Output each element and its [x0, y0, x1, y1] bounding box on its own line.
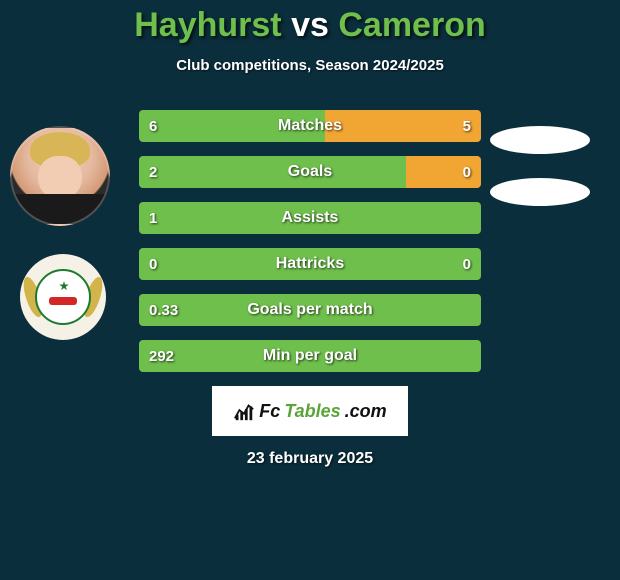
- stat-row: 00Hattricks: [139, 248, 481, 280]
- stat-comparison-chart: 65Matches 20Goals 1Assists 00Hattricks 0.33G…: [139, 110, 481, 372]
- player2-club-badge-placeholder: [490, 178, 590, 206]
- page-title: Hayhurst vs Cameron: [0, 0, 620, 45]
- title-player2: Cameron: [338, 6, 485, 44]
- stat-label: Min per goal: [139, 340, 481, 372]
- branding-part2: Tables: [284, 401, 340, 422]
- branding-part1: Fc: [259, 401, 280, 422]
- stat-label: Assists: [139, 202, 481, 234]
- player2-avatar-placeholder: [490, 126, 590, 154]
- stat-label: Goals per match: [139, 294, 481, 326]
- chart-icon: [233, 400, 255, 422]
- stat-row: 20Goals: [139, 156, 481, 188]
- branding-badge: FcTables.com: [212, 386, 408, 436]
- title-player1: Hayhurst: [134, 6, 281, 44]
- stat-row: 1Assists: [139, 202, 481, 234]
- stat-label: Hattricks: [139, 248, 481, 280]
- stat-row: 0.33Goals per match: [139, 294, 481, 326]
- player1-avatar: [10, 126, 110, 226]
- stat-label: Goals: [139, 156, 481, 188]
- stat-label: Matches: [139, 110, 481, 142]
- stat-row: 292Min per goal: [139, 340, 481, 372]
- right-avatar-column: [490, 126, 600, 230]
- player1-club-badge: [20, 254, 106, 340]
- left-avatar-column: [10, 126, 120, 340]
- subtitle: Club competitions, Season 2024/2025: [0, 57, 620, 74]
- stat-row: 65Matches: [139, 110, 481, 142]
- footer-date: 23 february 2025: [0, 450, 620, 468]
- branding-part3: .com: [345, 401, 387, 422]
- title-vs: vs: [291, 6, 329, 44]
